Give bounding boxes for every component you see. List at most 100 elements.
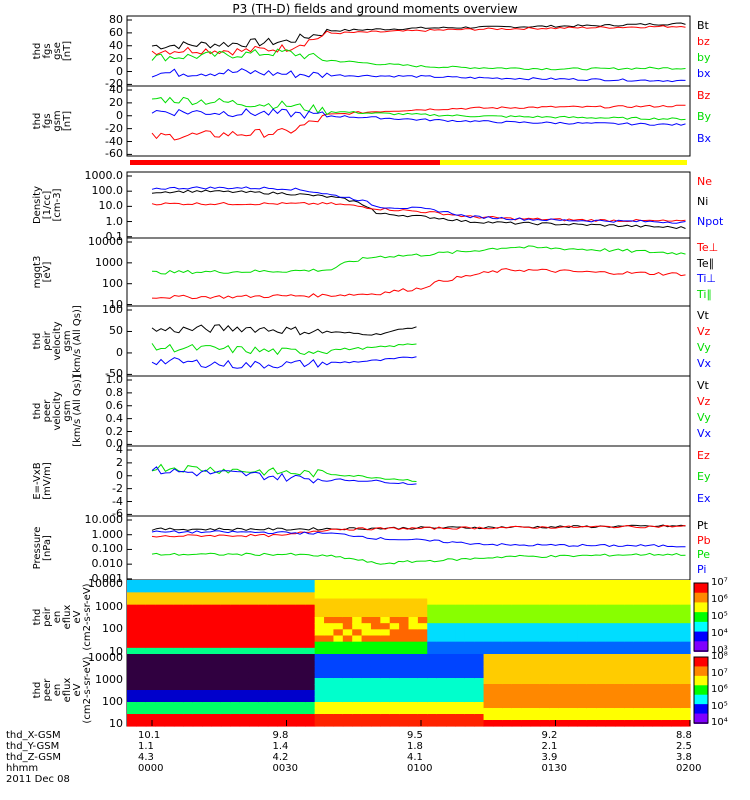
spectrogram-cell: [483, 598, 494, 606]
spectrogram-cell: [549, 708, 560, 715]
spectrogram-cell: [342, 684, 353, 691]
spectrogram-cell: [671, 720, 682, 727]
spectrogram-cell: [643, 586, 654, 593]
spectrogram-cell: [530, 610, 541, 618]
spectrogram-cell: [558, 623, 569, 630]
spectrogram-cell: [652, 714, 663, 721]
spectrogram-cell: [155, 635, 166, 643]
spectrogram-cell: [492, 708, 503, 715]
spectrogram-cell: [680, 604, 691, 612]
spectrogram-cell: [436, 586, 447, 593]
spectrogram-cell: [145, 666, 156, 673]
spectrogram-cell: [417, 702, 428, 709]
spectrogram-cell: [145, 604, 156, 612]
spectrogram-cell: [436, 702, 447, 709]
spectrogram-cell: [164, 660, 175, 667]
spectrogram-cell: [596, 629, 607, 637]
spectrogram-cell: [530, 604, 541, 612]
spectrogram-cell: [239, 672, 250, 679]
spectrogram-cell: [568, 702, 578, 709]
spectrogram-cell: [324, 635, 335, 643]
spectrogram-cell: [155, 592, 166, 600]
spectrogram-cell: [173, 647, 184, 655]
spectrogram-cell: [183, 696, 194, 703]
spectrogram-cell: [596, 635, 607, 643]
spectrogram-cell: [183, 702, 194, 709]
spectrogram-cell: [464, 660, 475, 667]
spectrogram-cell: [586, 592, 597, 600]
spectrogram-cell: [521, 690, 532, 697]
spectrogram-cell: [492, 690, 503, 697]
tick-label: 0.6: [105, 398, 124, 412]
spectrogram-cell: [539, 672, 550, 679]
colorbar-label: 10⁴: [711, 717, 728, 728]
spectrogram-cell: [211, 690, 222, 697]
spectrogram-cell: [173, 586, 184, 593]
spectrogram-cell: [295, 696, 306, 703]
spectrogram-cell: [324, 610, 335, 618]
spectrogram-cell: [305, 592, 316, 600]
spectrogram-cell: [502, 702, 513, 709]
spectrogram-cell: [211, 708, 222, 715]
spectrogram-cell: [352, 720, 363, 727]
spectrogram-cell: [333, 629, 344, 637]
spectrogram-cell: [183, 580, 194, 587]
spectrogram-cell: [558, 690, 569, 697]
spectrogram-cell: [314, 714, 325, 721]
spectrogram-cell: [258, 598, 269, 606]
spectrogram-cell: [427, 580, 438, 587]
spectrogram-cell: [483, 684, 494, 691]
spectrogram-cell: [614, 654, 625, 661]
spectrogram-cell: [145, 641, 156, 649]
spectrogram-cell: [399, 696, 410, 703]
x-axis-value: 3.9: [541, 752, 558, 763]
spectrogram-cell: [389, 617, 400, 624]
spectrogram-cell: [633, 629, 644, 637]
spectrogram-cell: [220, 702, 231, 709]
spectrogram-cell: [577, 617, 588, 624]
spectrogram-cell: [474, 708, 485, 715]
spectrogram-cell: [352, 598, 363, 606]
spectrogram-cell: [305, 672, 316, 679]
spectrogram-cell: [342, 702, 353, 709]
spectrogram-cell: [474, 714, 485, 721]
spectrogram-cell: [352, 690, 363, 697]
spectrogram-cell: [586, 641, 597, 649]
spectrogram-cell: [530, 684, 541, 691]
legend-Vt: Vt: [697, 379, 709, 392]
spectrogram-cell: [286, 708, 297, 715]
spectrogram-cell: [596, 654, 607, 661]
x-axis-value: 1.1: [138, 741, 154, 752]
spectrogram-cell: [417, 660, 428, 667]
spectrogram-cell: [305, 647, 316, 655]
spectrogram-cell: [183, 617, 194, 624]
tick-label: 4: [116, 443, 123, 456]
spectrogram-cell: [511, 586, 522, 593]
spectrogram-cell: [427, 641, 438, 649]
spectrogram-cell: [633, 592, 644, 600]
spectrogram-cell: [305, 598, 316, 606]
spectrogram-cell: [446, 720, 457, 727]
spectrogram-cell: [549, 635, 560, 643]
spectrogram-cell: [370, 610, 381, 618]
legend-Bt: Bt: [697, 19, 709, 32]
spectrogram-cell: [305, 690, 316, 697]
spectrogram-cell: [643, 684, 654, 691]
spectrogram-cell: [370, 604, 381, 612]
spectrogram-cell: [389, 678, 400, 685]
spectrogram-cell: [455, 708, 466, 715]
spectrogram-cell: [230, 666, 241, 673]
spectrogram-cell: [530, 708, 541, 715]
tick-label: 0.001: [91, 571, 124, 585]
spectrogram-cell: [211, 702, 222, 709]
spectrogram-cell: [127, 660, 137, 667]
spectrogram-cell: [408, 720, 419, 727]
spectrogram-cell: [643, 714, 654, 721]
spectrogram-cell: [586, 629, 597, 637]
tick-label: 1000.0: [84, 169, 124, 182]
spectrogram-cell: [652, 610, 663, 618]
spectrogram-cell: [295, 690, 306, 697]
spectrogram-cell: [295, 654, 306, 661]
spectrogram-cell: [502, 598, 513, 606]
